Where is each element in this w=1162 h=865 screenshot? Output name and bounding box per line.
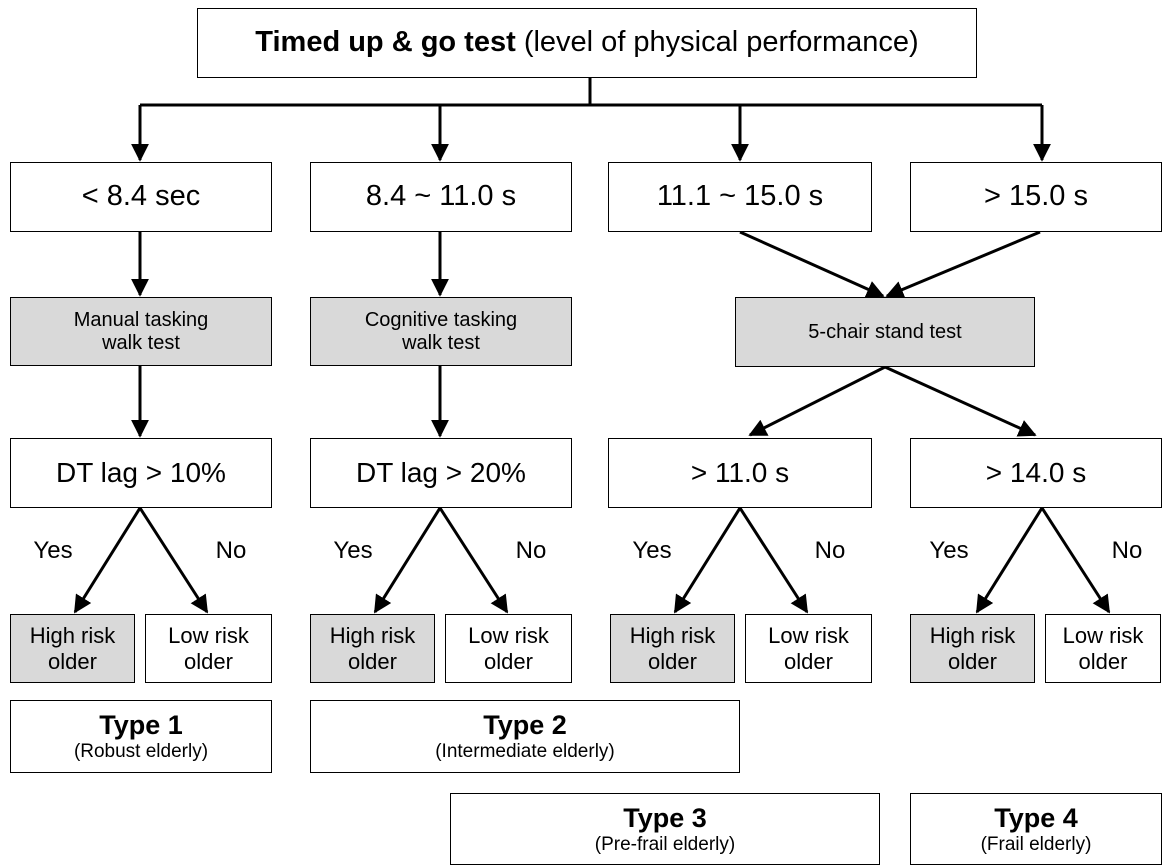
test-box: 5-chair stand test [735, 297, 1035, 367]
type-box: Type 2 (Intermediate elderly) [310, 700, 740, 773]
type-box-text: Type 2 [483, 710, 567, 741]
time-box: 8.4 ~ 11.0 s [310, 162, 572, 232]
criterion-box-text: DT lag > 20% [356, 456, 526, 488]
no-label: No [215, 537, 247, 564]
high-risk-box-text: older [948, 648, 997, 674]
low-risk-box: Low risk older [445, 614, 572, 683]
test-box-text: 5-chair stand test [808, 320, 962, 343]
type-box: Type 3 (Pre-frail elderly) [450, 793, 880, 865]
low-risk-box-text: Low risk [768, 623, 849, 649]
low-risk-box: Low risk older [745, 614, 872, 683]
time-box: 11.1 ~ 15.0 s [608, 162, 872, 232]
test-box: Cognitive tasking walk test [310, 297, 572, 366]
high-risk-box-text: older [348, 648, 397, 674]
type-box-text: (Frail elderly) [980, 833, 1092, 855]
high-risk-box-text: High risk [929, 623, 1016, 649]
title-box: Timed up & go test (level of physical pe… [197, 8, 977, 78]
time-box: > 15.0 s [910, 162, 1162, 232]
high-risk-box-text: older [48, 648, 97, 674]
test-box: Manual tasking walk test [10, 297, 272, 366]
no-label: No [814, 537, 846, 564]
high-risk-box-text: High risk [329, 623, 416, 649]
low-risk-box-text: older [784, 648, 833, 674]
high-risk-box: High risk older [10, 614, 135, 683]
yes-label: Yes [33, 537, 73, 564]
test-box-text: Manual tasking [73, 308, 209, 331]
high-risk-box-text: older [648, 648, 697, 674]
yes-label: Yes [929, 537, 969, 564]
test-box-text: walk test [402, 331, 480, 354]
low-risk-box-text: older [184, 648, 233, 674]
time-box-text: > 15.0 s [984, 180, 1088, 213]
low-risk-box-text: Low risk [468, 623, 549, 649]
no-label: No [1111, 537, 1143, 564]
criterion-box-text: > 11.0 s [690, 456, 790, 488]
time-box-text: < 8.4 sec [81, 180, 201, 213]
yes-label: Yes [632, 537, 672, 564]
type-box-text: Type 1 [99, 710, 183, 741]
criterion-box: > 14.0 s [910, 438, 1162, 508]
criterion-box-text: > 14.0 s [985, 456, 1087, 488]
yes-label: Yes [333, 537, 373, 564]
time-box-text: 8.4 ~ 11.0 s [365, 180, 517, 213]
test-box-text: Cognitive tasking [364, 308, 518, 331]
test-box-text: walk test [102, 331, 180, 354]
type-box-text: (Pre-frail elderly) [594, 833, 736, 855]
high-risk-box-text: High risk [629, 623, 716, 649]
no-label: No [515, 537, 547, 564]
high-risk-box-text: High risk [29, 623, 116, 649]
low-risk-box-text: older [484, 648, 533, 674]
arrows [73, 78, 1111, 614]
high-risk-box: High risk older [310, 614, 435, 683]
criterion-box: DT lag > 10% [10, 438, 272, 508]
low-risk-box: Low risk older [145, 614, 272, 683]
type-box-text: Type 4 [994, 802, 1078, 833]
time-box: < 8.4 sec [10, 162, 272, 232]
title: Timed up & go test [255, 26, 516, 59]
type-box-text: Type 3 [623, 802, 707, 833]
low-risk-box: Low risk older [1045, 614, 1161, 683]
criterion-box: DT lag > 20% [310, 438, 572, 508]
time-box-text: 11.1 ~ 15.0 s [656, 180, 824, 213]
type-box: Type 1 (Robust elderly) [10, 700, 272, 773]
type-box-text: (Robust elderly) [73, 741, 209, 763]
type-box: Type 4 (Frail elderly) [910, 793, 1162, 865]
high-risk-box: High risk older [910, 614, 1035, 683]
low-risk-box-text: Low risk [1062, 623, 1144, 649]
criterion-box-text: DT lag > 10% [56, 456, 226, 488]
high-risk-box: High risk older [610, 614, 735, 683]
criterion-box: > 11.0 s [608, 438, 872, 508]
type-box-text: (Intermediate elderly) [435, 741, 615, 763]
low-risk-box-text: Low risk [168, 623, 249, 649]
low-risk-box-text: older [1078, 648, 1128, 674]
subtitle: (level of physical performance) [523, 26, 919, 59]
